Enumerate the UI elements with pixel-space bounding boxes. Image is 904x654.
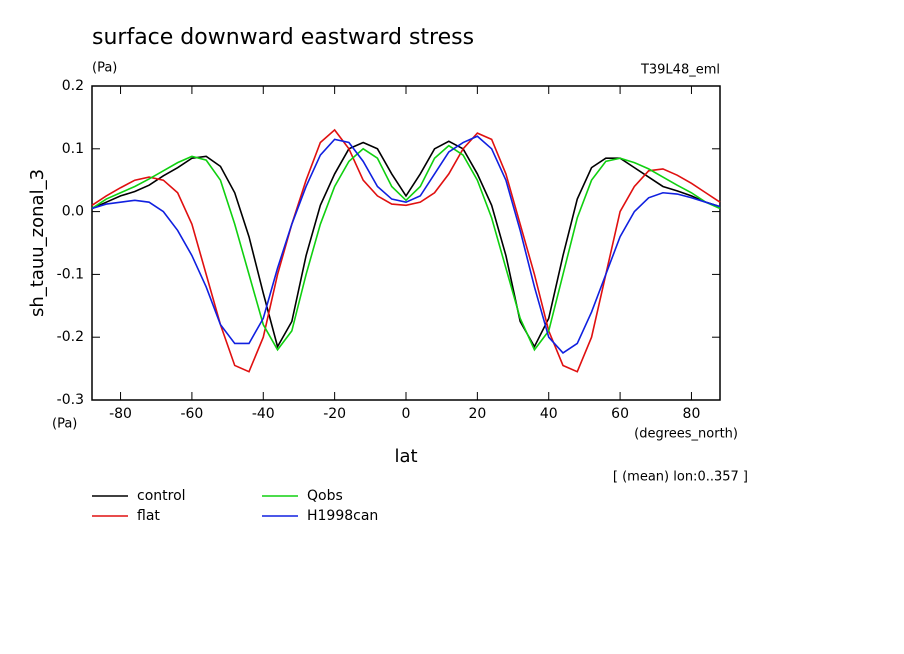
x-tick-label: 0 — [402, 406, 411, 422]
legend-label: Qobs — [307, 488, 343, 504]
x-tick-label: -80 — [109, 406, 132, 422]
chart-title: surface downward eastward stress — [92, 25, 474, 50]
y-tick-label: 0.0 — [62, 204, 84, 220]
x-axis-label: lat — [394, 446, 417, 467]
x-tick-label: 20 — [468, 406, 486, 422]
x-tick-label: -40 — [252, 406, 275, 422]
run-label: T39L48_eml — [640, 63, 720, 78]
y-units: (Pa) — [92, 61, 117, 76]
x-tick-label: 40 — [540, 406, 558, 422]
x-units: (degrees_north) — [634, 427, 738, 442]
y-axis-label: sh_tauu_zonal_3 — [27, 169, 48, 317]
y-tick-label: 0.2 — [62, 78, 84, 94]
y-tick-label: 0.1 — [62, 141, 84, 157]
legend-label: control — [137, 488, 186, 504]
note: [ (mean) lon:0..357 ] — [613, 470, 748, 485]
plot-frame — [91, 85, 721, 401]
x-tick-label: -20 — [323, 406, 346, 422]
series-line — [91, 128, 721, 373]
series-line — [91, 135, 721, 354]
y-tick-label: -0.2 — [57, 329, 84, 345]
x-tick-label: 60 — [611, 406, 629, 422]
x-tick-label: 80 — [683, 406, 701, 422]
y-tick-label: -0.1 — [57, 266, 84, 282]
y-units-bottom: (Pa) — [52, 417, 77, 432]
y-tick-label: -0.3 — [57, 392, 84, 408]
x-tick-label: -60 — [180, 406, 203, 422]
legend-label: H1998can — [307, 508, 378, 524]
legend-label: flat — [137, 508, 160, 524]
series-line — [91, 144, 721, 352]
